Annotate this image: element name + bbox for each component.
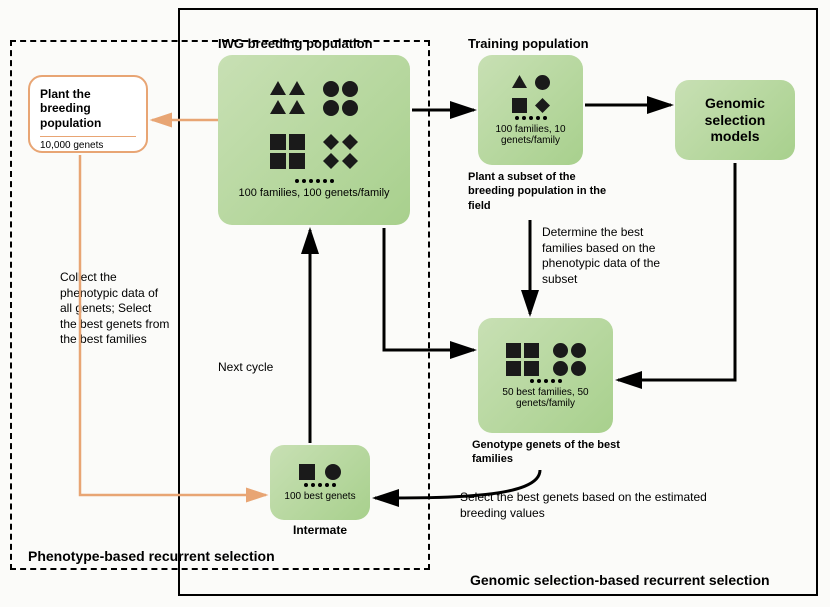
- collect-label: Collect the phenotypic data of all genet…: [60, 270, 170, 348]
- iwg-title: IWG breeding population: [218, 36, 373, 53]
- genomic-region-label: Genomic selection-based recurrent select…: [470, 572, 770, 588]
- training-node: 100 families, 10 genets/family: [478, 55, 583, 165]
- circle-icon: [325, 464, 341, 480]
- iwg-caption: 100 families, 100 genets/family: [238, 187, 389, 199]
- intermate-caption: 100 best genets: [284, 491, 355, 502]
- diamond-group-icon: [323, 134, 358, 169]
- genotype-node: 50 best families, 50 genets/family: [478, 318, 613, 433]
- circle-group-icon: [323, 81, 358, 116]
- triangle-icon: [512, 75, 527, 88]
- plant-breeding-caption: 10,000 genets: [40, 136, 136, 151]
- diamond-icon: [535, 98, 550, 113]
- determine-label: Determine the best families based on the…: [542, 225, 682, 287]
- training-caption: 100 families, 10 genets/family: [488, 124, 573, 146]
- square-icon: [299, 464, 315, 480]
- circle-icon: [535, 75, 550, 90]
- training-subtitle: Plant a subset of the breeding populatio…: [468, 170, 618, 213]
- next-cycle-label: Next cycle: [218, 360, 273, 376]
- select-genets-label: Select the best genets based on the esti…: [460, 490, 720, 521]
- intermate-node: 100 best genets: [270, 445, 370, 520]
- intermate-subtitle: Intermate: [293, 523, 347, 539]
- square-group-icon: [506, 343, 539, 376]
- models-node: Genomic selection models: [675, 80, 795, 160]
- iwg-node: 100 families, 100 genets/family: [218, 55, 410, 225]
- models-title: Genomic selection models: [685, 95, 785, 145]
- circle-group-icon: [553, 343, 586, 376]
- diagram-canvas: Phenotype-based recurrent selection Geno…: [0, 0, 830, 607]
- genotype-caption: 50 best families, 50 genets/family: [488, 387, 603, 409]
- phenotype-region-label: Phenotype-based recurrent selection: [28, 548, 275, 564]
- square-icon: [512, 98, 527, 113]
- training-title: Training population: [468, 36, 589, 53]
- square-group-icon: [270, 134, 305, 169]
- plant-breeding-title: Plant the breeding population: [40, 87, 136, 130]
- genotype-subtitle: Genotype genets of the best families: [472, 438, 622, 467]
- triangle-group-icon: [270, 81, 305, 116]
- plant-breeding-node: Plant the breeding population 10,000 gen…: [28, 75, 148, 153]
